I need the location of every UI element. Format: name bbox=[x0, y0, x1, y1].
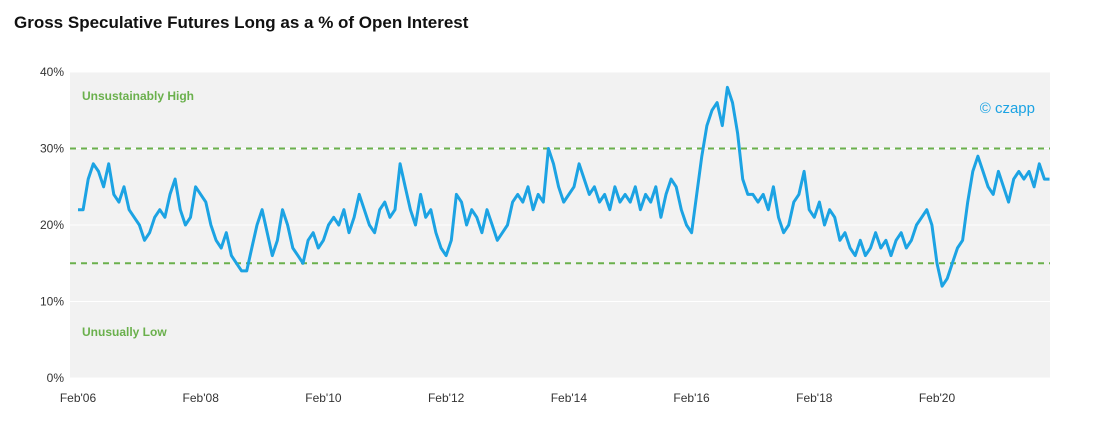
watermark: © czapp bbox=[980, 100, 1035, 117]
x-tick-label: Feb'14 bbox=[551, 391, 588, 405]
reference-label: Unsustainably High bbox=[82, 89, 194, 103]
y-tick-label: 0% bbox=[47, 371, 65, 385]
x-tick-label: Feb'20 bbox=[919, 391, 956, 405]
y-tick-label: 10% bbox=[40, 295, 64, 309]
data-line bbox=[78, 85, 1050, 288]
reference-label: Unusually Low bbox=[82, 325, 167, 339]
x-tick-label: Feb'12 bbox=[428, 391, 465, 405]
y-tick-label: 30% bbox=[40, 142, 64, 156]
x-tick-label: Feb'18 bbox=[796, 391, 833, 405]
y-tick-label: 20% bbox=[40, 218, 64, 232]
x-tick-label: Feb'08 bbox=[183, 391, 220, 405]
x-tick-label: Feb'06 bbox=[60, 391, 97, 405]
x-tick-label: Feb'10 bbox=[305, 391, 342, 405]
y-tick-label: 40% bbox=[40, 65, 64, 79]
chart-title: Gross Speculative Futures Long as a % of… bbox=[14, 13, 469, 32]
x-tick-label: Feb'16 bbox=[673, 391, 710, 405]
